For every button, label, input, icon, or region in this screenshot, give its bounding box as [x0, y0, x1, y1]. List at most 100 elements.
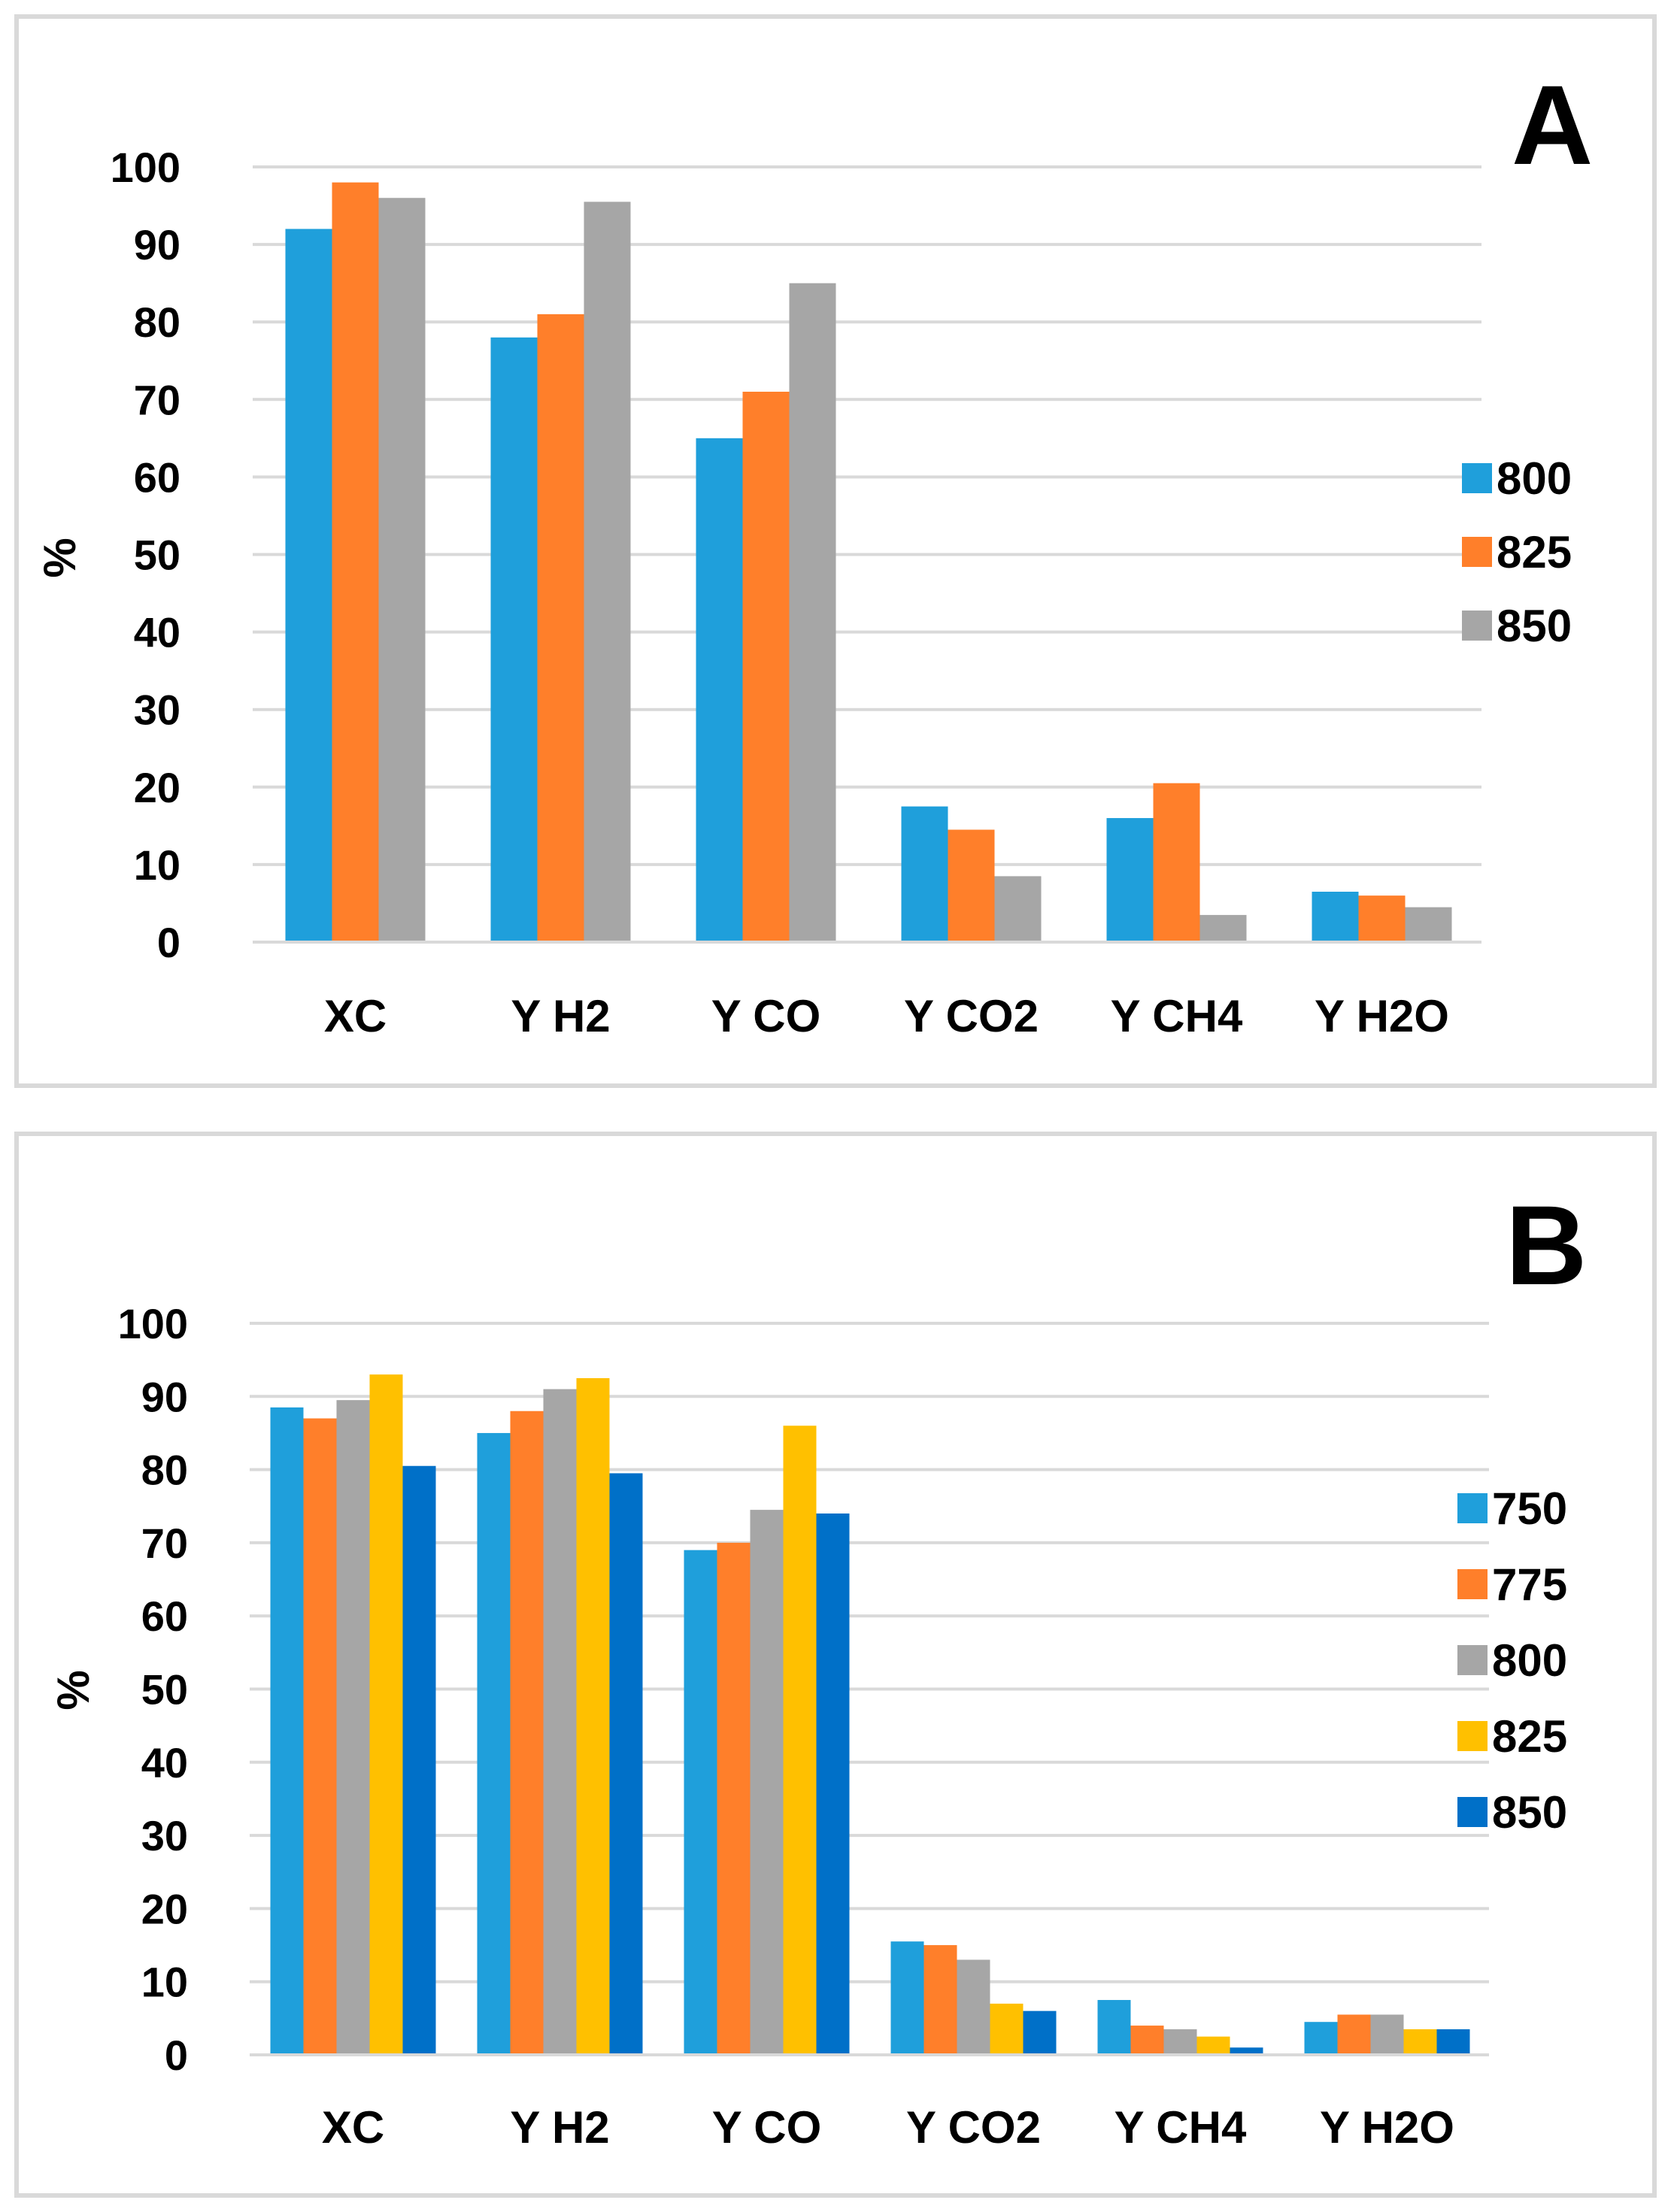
- panel-a-category-y-ch4: Y CH4: [1111, 991, 1243, 1041]
- panel-b-legend-label-825: 825: [1492, 1711, 1567, 1762]
- panel-a-category-y-co2: Y CO2: [904, 991, 1039, 1041]
- panel-a-y-tick-100: 100: [111, 144, 180, 191]
- panel-a-bar-800-y-co: [696, 438, 743, 942]
- panel-b-y-tick-60: 60: [141, 1592, 188, 1640]
- panel-a-legend-swatch-825: [1462, 537, 1492, 567]
- panel-b-bar-850-y-co2: [1023, 2010, 1057, 2055]
- panel-b-legend-swatch-775: [1457, 1569, 1488, 1599]
- panel-b-bar-850-y-co: [816, 1513, 850, 2055]
- panel-b-bar-850-y-h2o: [1436, 2029, 1470, 2055]
- panel-b-category-y-co: Y CO: [712, 2102, 822, 2153]
- panel-b-legend-swatch-750: [1457, 1493, 1488, 1523]
- panel-a-category-y-co: Y CO: [711, 991, 821, 1041]
- panel-b-bar-825-y-co2: [990, 2003, 1024, 2055]
- panel-b-bar-850-y-ch4: [1230, 2047, 1263, 2055]
- panel-b-bar-825-y-co: [783, 1426, 817, 2055]
- panel-b-bar-825-y-h2: [576, 1377, 610, 2055]
- panel-b-bar-750-xc: [270, 1407, 304, 2055]
- panel-a-y-tick-80: 80: [134, 298, 180, 346]
- panel-a-bar-850-y-co: [789, 283, 836, 942]
- panel-b-bar-800-xc: [336, 1400, 370, 2055]
- panel-a-gridlines: [253, 165, 1481, 866]
- panel-b-y-tick-0: 0: [165, 2032, 188, 2079]
- panel-b-bar-750-y-h2o: [1304, 2022, 1338, 2055]
- panel-b-legend-swatch-825: [1457, 1721, 1488, 1751]
- panel-b-y-tick-20: 20: [141, 1885, 188, 1932]
- panel-a-bar-850-y-h2: [584, 202, 631, 942]
- panel-b-y-axis-label: %: [48, 1670, 99, 1710]
- panel-b-label: B: [1506, 1182, 1587, 1308]
- panel-b-y-tick-70: 70: [141, 1520, 188, 1567]
- panel-a-y-tick-10: 10: [134, 841, 180, 889]
- panel-b-category-y-h2o: Y H2O: [1320, 2102, 1454, 2153]
- panel-a-bar-825-y-co2: [948, 829, 995, 942]
- panel-a-category-xc: XC: [324, 991, 387, 1041]
- panel-b-y-tick-labels: 0 10 20 30 40 50 60 70 80 90 100: [118, 1300, 188, 2079]
- panel-b-bar-800-y-co: [750, 1510, 784, 2055]
- panel-b-bars: [270, 1374, 1470, 2055]
- panel-b-y-tick-10: 10: [141, 1959, 188, 2006]
- panel-b-bar-850-y-h2: [609, 1473, 643, 2055]
- panel-a-y-tick-30: 30: [134, 686, 180, 734]
- panel-b-legend-swatch-800: [1457, 1645, 1488, 1675]
- panel-b-category-y-co2: Y CO2: [906, 2102, 1041, 2153]
- panel-a-legend-label-850: 850: [1497, 601, 1572, 651]
- panel-b-bar-800-y-co2: [957, 1959, 990, 2055]
- panel-a-legend-label-825: 825: [1497, 527, 1572, 577]
- panel-b-y-tick-30: 30: [141, 1812, 188, 1859]
- panel-a-bars: [285, 182, 1452, 943]
- panel-b-bar-800-y-ch4: [1163, 2029, 1197, 2055]
- panel-b-bar-750-y-co: [684, 1550, 717, 2055]
- panel-a-y-tick-90: 90: [134, 221, 180, 268]
- panel-b-bar-775-y-co: [717, 1542, 751, 2055]
- panel-b-y-tick-100: 100: [118, 1300, 188, 1347]
- panel-b-bar-800-y-h2o: [1370, 2014, 1404, 2055]
- panel-b-category-labels: XC Y H2 Y CO Y CO2 Y CH4 Y H2O: [322, 2102, 1454, 2153]
- panel-a-bar-825-y-ch4: [1153, 783, 1200, 942]
- panel-b-gridlines: [250, 1322, 1489, 1983]
- panel-a-bar-800-y-h2o: [1312, 891, 1359, 942]
- panel-a-label: A: [1512, 62, 1593, 188]
- panel-a-legend: 800 825 850: [1462, 453, 1572, 651]
- panel-b-bar-775-y-h2o: [1337, 2014, 1371, 2055]
- panel-b-y-tick-80: 80: [141, 1447, 188, 1494]
- panel-a-bar-825-y-co: [742, 391, 790, 942]
- panel-a-y-tick-70: 70: [134, 376, 180, 423]
- panel-b-legend: 750 775 800 825 850: [1457, 1483, 1567, 1838]
- panel-b-bar-800-y-h2: [543, 1389, 577, 2055]
- panel-a-bar-825-xc: [332, 182, 379, 942]
- panel-a-category-y-h2: Y H2: [511, 991, 610, 1041]
- panel-a-bar-800-y-co2: [901, 806, 948, 942]
- panel-a-y-tick-0: 0: [157, 919, 180, 966]
- panel-a-y-tick-20: 20: [134, 764, 180, 811]
- panel-b-bar-825-y-h2o: [1403, 2029, 1437, 2055]
- panel-b-category-xc: XC: [322, 2102, 384, 2153]
- panel-a-category-y-h2o: Y H2O: [1315, 991, 1449, 1041]
- panel-a-legend-label-800: 800: [1497, 453, 1572, 504]
- chart-panel-a: A 0 10 20 30 40 50 60 70 80 90 100 % XC Y H2 Y CO Y C…: [14, 14, 1657, 1088]
- panel-a-y-tick-60: 60: [134, 453, 180, 501]
- chart-panel-b: B 0 10 20 30 40 50 60 70 80 90 100 % XC Y H2 Y CO Y C…: [14, 1132, 1657, 2198]
- panel-b-y-tick-40: 40: [141, 1739, 188, 1786]
- panel-b-bar-775-y-ch4: [1130, 2026, 1164, 2055]
- panel-a-y-tick-labels: 0 10 20 30 40 50 60 70 80 90 100: [111, 144, 180, 966]
- panel-a-bar-800-y-h2: [490, 337, 538, 942]
- panel-b-bar-775-y-h2: [510, 1411, 544, 2055]
- panel-b-legend-label-850: 850: [1492, 1787, 1567, 1838]
- panel-a-bar-800-y-ch4: [1106, 818, 1154, 942]
- panel-b-category-y-ch4: Y CH4: [1115, 2102, 1247, 2153]
- panel-a-bar-850-y-ch4: [1199, 914, 1247, 942]
- panel-a-y-axis-label: %: [35, 538, 85, 577]
- panel-b-legend-swatch-850: [1457, 1797, 1488, 1827]
- panel-b-bar-825-y-ch4: [1196, 2036, 1230, 2055]
- panel-a-bar-850-y-h2o: [1405, 907, 1452, 942]
- panel-a-bar-850-y-co2: [994, 876, 1042, 942]
- panel-b-bar-850-xc: [402, 1465, 436, 2055]
- panel-a-bar-825-y-h2o: [1358, 895, 1406, 942]
- panel-b-legend-label-750: 750: [1492, 1483, 1567, 1534]
- panel-b-category-y-h2: Y H2: [510, 2102, 609, 2153]
- panel-b-legend-label-775: 775: [1492, 1559, 1567, 1610]
- panel-b-bar-775-y-co2: [923, 1945, 957, 2055]
- panel-a-legend-swatch-800: [1462, 463, 1492, 493]
- panel-a-bar-800-xc: [285, 229, 332, 943]
